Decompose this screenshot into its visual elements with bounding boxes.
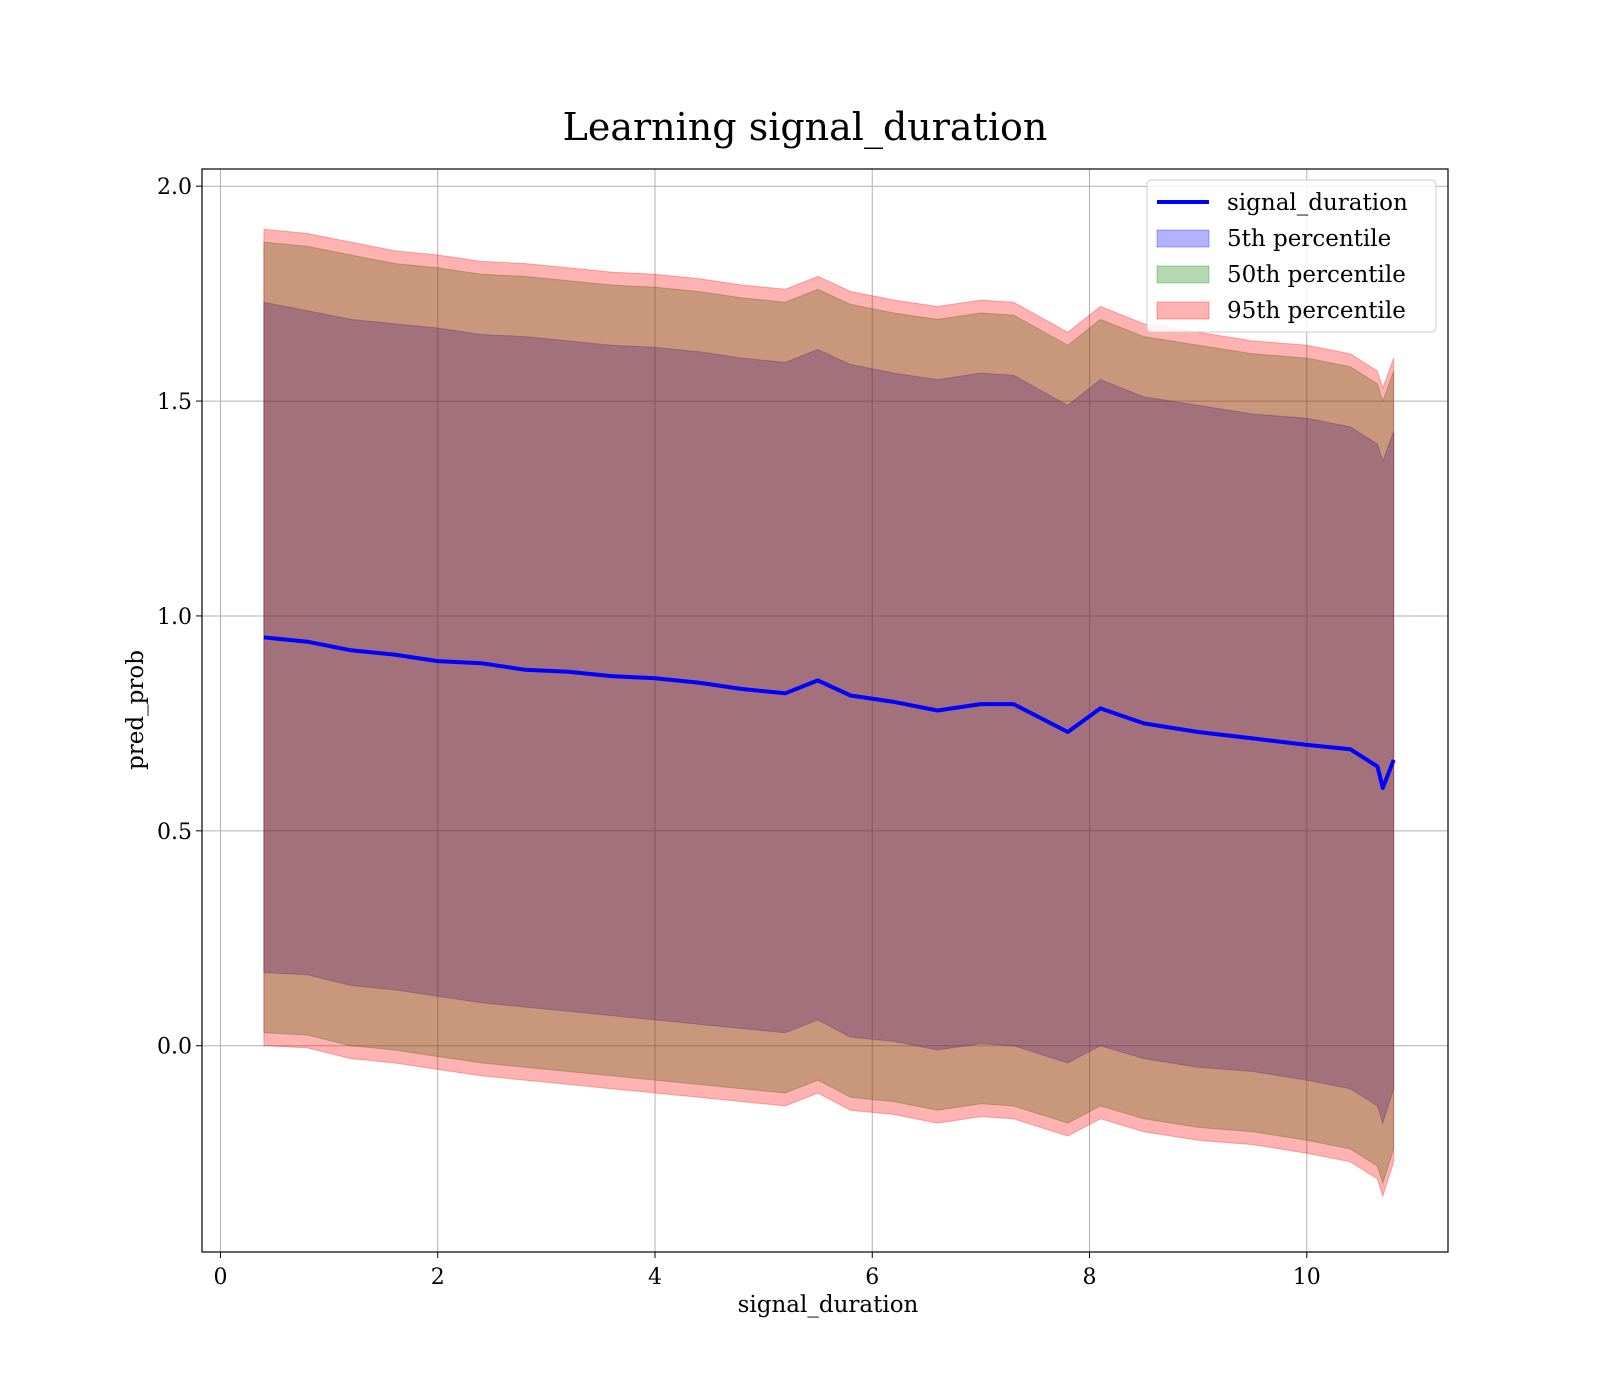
legend-label: signal_duration	[1227, 190, 1408, 216]
axes-frame	[201, 168, 1449, 1253]
legend-swatch-patch	[1156, 229, 1210, 248]
y-tick-label: 2.0	[157, 175, 192, 200]
band-50th-percentile	[263, 241, 1395, 1185]
y-tick-label: 1.0	[157, 605, 192, 630]
x-tick-label: 0	[213, 1265, 227, 1290]
x-tick-label: 6	[865, 1265, 879, 1290]
x-axis-label: signal_duration	[738, 1292, 919, 1318]
x-tick-label: 2	[431, 1265, 445, 1290]
chart-title: Learning signal_duration	[563, 105, 1048, 150]
y-axis-label: pred_prob	[123, 650, 149, 770]
legend-label: 95th percentile	[1227, 298, 1406, 324]
plot-area: 0 2 4 6 8 10 0.0 0.5 1.0 1.5 2.0 signal_duration 5th…	[157, 168, 1449, 1290]
x-tick-label: 10	[1293, 1265, 1321, 1290]
y-tick-label: 0.0	[157, 1035, 192, 1060]
legend-swatch-patch	[1156, 301, 1210, 320]
series-line-signal_duration	[263, 635, 1396, 790]
legend-box	[1146, 179, 1437, 333]
x-tick-label: 4	[648, 1265, 662, 1290]
legend-label: 5th percentile	[1227, 226, 1391, 252]
y-tick-label: 0.5	[157, 820, 192, 845]
plot-background	[202, 169, 1448, 1252]
band-5th-percentile	[263, 301, 1395, 1125]
legend-label: 50th percentile	[1227, 262, 1406, 288]
legend: signal_duration 5th percentile 50th percen…	[1146, 179, 1437, 333]
legend-swatch-patch	[1156, 265, 1210, 284]
band-95th-percentile	[263, 228, 1395, 1198]
y-tick-label: 1.5	[157, 390, 192, 415]
x-tick-label: 8	[1083, 1265, 1097, 1290]
